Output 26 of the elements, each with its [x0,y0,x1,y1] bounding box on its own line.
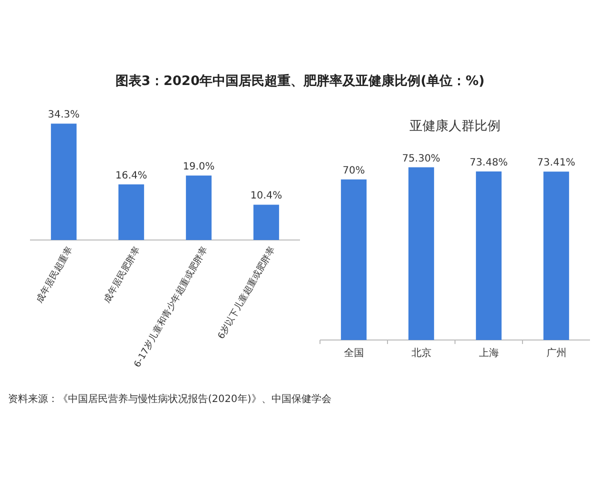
x-tick-label: 上海 [478,347,499,359]
text: 资料来源：《中国居民营养与慢性病状况报告(2020年)》、中国保健学会 [8,393,332,405]
chart-title: 亚健康人群比例 [410,119,500,134]
data-label: 70% [342,165,365,176]
x-tick-label: 6岁以下儿童超重或肥胖率 [216,244,278,341]
data-label: 73.48% [470,157,508,168]
bar [408,167,434,340]
bar [186,176,212,240]
x-tick-label: 成年居民超重率 [34,244,76,305]
data-label: 10.4% [250,190,282,202]
data-label: 19.0% [182,162,215,173]
bar [476,171,502,340]
data-label: 16.4% [115,170,148,182]
data-label: 34.3% [48,110,80,121]
data-label: 73.41% [537,158,576,169]
bar [253,204,280,240]
data-label: 75.30% [402,153,440,164]
x-tick-label: 北京 [411,347,432,359]
bar [118,184,144,240]
bar [340,179,367,340]
bar [50,124,77,240]
x-tick-label: 成年居民肥胖率 [102,244,143,305]
chart-title: 图表3：2020年中国居民超重、肥胖率及亚健康比例(单位：%) [115,73,485,89]
bar [543,172,570,340]
x-tick-label: 全国 [344,347,364,359]
x-tick-label: 广州 [546,347,566,359]
